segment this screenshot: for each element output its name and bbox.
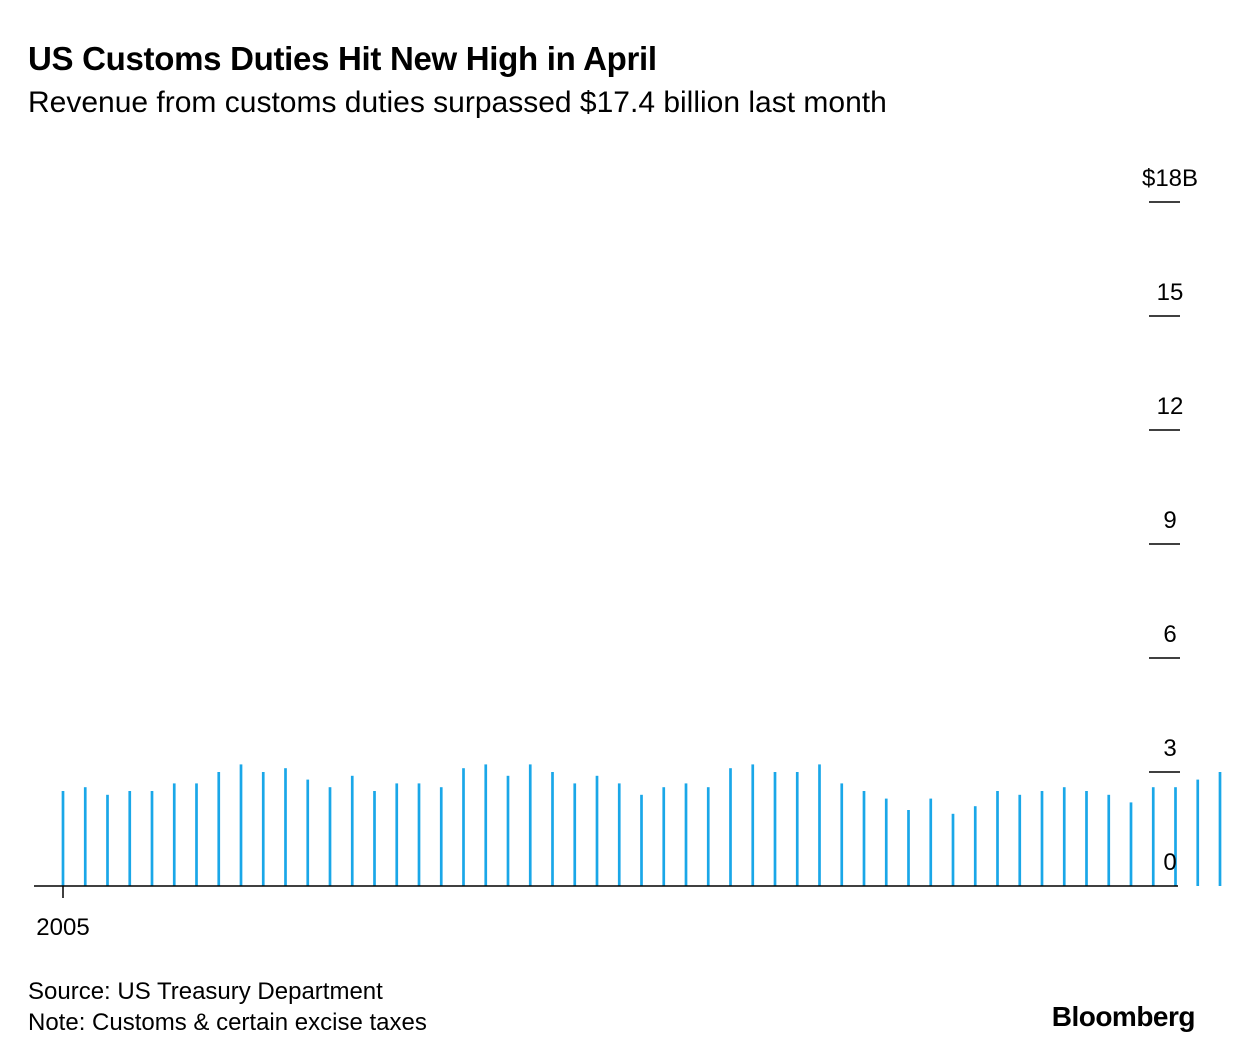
- bar: [239, 764, 243, 886]
- bar: [996, 791, 999, 886]
- bar: [862, 791, 866, 886]
- source-note: Source: US Treasury Department: [28, 978, 383, 1005]
- bar: [128, 791, 132, 886]
- y-tick-label: 9: [1163, 507, 1176, 534]
- y-tick-label: $18B: [1142, 165, 1198, 192]
- bar: [1062, 787, 1066, 886]
- bar: [373, 791, 376, 886]
- y-axis: 0 3 6 9 12 15 $18B: [1142, 165, 1198, 876]
- bar: [551, 772, 554, 886]
- bar: [907, 810, 910, 886]
- bar: [395, 783, 399, 886]
- bar: [1174, 787, 1177, 886]
- y-tick-label: 15: [1157, 279, 1184, 306]
- bar: [729, 768, 732, 886]
- bar: [1107, 794, 1111, 886]
- bar: [751, 764, 755, 886]
- y-tick-label: 3: [1163, 735, 1176, 762]
- bar: [439, 787, 443, 886]
- bloomberg-logo: Bloomberg: [1051, 1001, 1196, 1032]
- bar: [640, 794, 643, 886]
- bar: [150, 791, 154, 886]
- bar: [573, 783, 577, 886]
- bar: [1018, 794, 1022, 886]
- bar: [929, 798, 933, 886]
- bar: [595, 775, 599, 886]
- bar: [840, 783, 844, 886]
- y-tick-label: 6: [1163, 621, 1176, 648]
- chart-subtitle: Revenue from customs duties surpassed $1…: [28, 86, 887, 119]
- bars-group: [61, 764, 1222, 886]
- bar: [350, 775, 354, 886]
- bar: [484, 764, 488, 886]
- footnote: Note: Customs & certain excise taxes: [28, 1009, 427, 1036]
- bar: [684, 783, 688, 886]
- y-tick-label: 12: [1157, 393, 1184, 420]
- bar: [306, 779, 310, 886]
- x-axis: 20052010201520202025: [34, 885, 1178, 941]
- bar: [617, 783, 621, 886]
- bar: [284, 768, 287, 886]
- bar: [973, 806, 977, 886]
- x-tick-label: 2005: [36, 914, 89, 941]
- bar: [417, 783, 421, 886]
- bar: [818, 764, 821, 886]
- y-tick-label: 0: [1163, 849, 1176, 876]
- bar: [261, 772, 265, 886]
- bar: [506, 775, 510, 886]
- bar: [795, 772, 799, 886]
- bar: [706, 787, 710, 886]
- bar: [951, 813, 955, 886]
- bar: [328, 787, 332, 886]
- bar: [106, 794, 109, 886]
- bar: [884, 798, 888, 886]
- bar: [1218, 772, 1222, 886]
- bar: [172, 783, 176, 886]
- bar: [61, 791, 65, 886]
- chart-title: US Customs Duties Hit New High in April: [28, 40, 657, 77]
- bar: [195, 783, 198, 886]
- bar: [528, 764, 532, 886]
- bar: [1196, 779, 1200, 886]
- bar: [83, 787, 87, 886]
- bar: [662, 787, 666, 886]
- bar: [1085, 791, 1088, 886]
- bar: [773, 772, 777, 886]
- bar: [462, 768, 465, 886]
- bar: [1151, 787, 1155, 886]
- bar: [217, 772, 221, 886]
- bar: [1129, 802, 1133, 886]
- bar: [1040, 791, 1044, 886]
